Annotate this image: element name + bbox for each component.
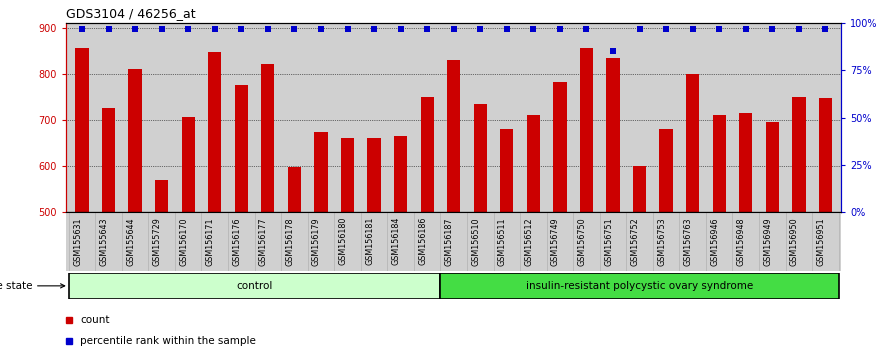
Text: GSM155643: GSM155643 — [100, 217, 108, 266]
Bar — [76, 48, 89, 212]
Text: insulin-resistant polycystic ovary syndrome: insulin-resistant polycystic ovary syndr… — [526, 281, 753, 291]
Text: GSM155631: GSM155631 — [73, 217, 82, 266]
Bar — [394, 136, 407, 212]
Point — [394, 26, 408, 32]
Text: GSM156512: GSM156512 — [524, 217, 533, 266]
Text: GSM156180: GSM156180 — [338, 217, 347, 266]
Bar — [420, 97, 433, 212]
Bar — [288, 167, 301, 212]
Bar — [474, 104, 487, 212]
Bar — [818, 98, 832, 212]
Text: GSM156949: GSM156949 — [763, 217, 773, 266]
Bar — [315, 132, 328, 212]
Text: GSM156749: GSM156749 — [551, 217, 560, 266]
Bar — [208, 52, 221, 212]
Point — [580, 26, 594, 32]
Point — [367, 26, 381, 32]
Bar — [262, 64, 275, 212]
Bar — [739, 113, 752, 212]
Point — [685, 26, 700, 32]
Text: GSM156187: GSM156187 — [445, 217, 454, 266]
Point — [766, 26, 780, 32]
Point — [553, 26, 567, 32]
Text: GSM156181: GSM156181 — [365, 217, 374, 266]
Text: GSM156511: GSM156511 — [498, 217, 507, 266]
Text: disease state: disease state — [0, 281, 64, 291]
Point — [234, 26, 248, 32]
Text: GSM156176: GSM156176 — [233, 217, 241, 266]
Text: GSM156948: GSM156948 — [737, 217, 746, 266]
Bar — [341, 138, 354, 212]
Point — [712, 26, 726, 32]
Text: GSM156171: GSM156171 — [206, 217, 215, 266]
Point — [181, 26, 196, 32]
Bar — [367, 138, 381, 212]
Bar — [766, 122, 779, 212]
Text: GSM156179: GSM156179 — [312, 217, 321, 266]
Text: GSM156177: GSM156177 — [259, 217, 268, 266]
Point — [314, 26, 328, 32]
Text: GSM155729: GSM155729 — [152, 217, 161, 266]
Text: GSM156950: GSM156950 — [790, 217, 799, 266]
Point — [473, 26, 487, 32]
Text: GSM156184: GSM156184 — [392, 217, 401, 266]
Point — [101, 26, 115, 32]
Point — [128, 26, 142, 32]
Text: GSM156752: GSM156752 — [631, 217, 640, 266]
Text: GSM156510: GSM156510 — [471, 217, 480, 266]
Bar — [181, 117, 195, 212]
Text: percentile rank within the sample: percentile rank within the sample — [80, 336, 255, 346]
Bar — [660, 129, 673, 212]
Point — [606, 48, 620, 54]
Point — [739, 26, 753, 32]
Bar — [102, 108, 115, 212]
Bar — [553, 82, 566, 212]
Bar — [686, 74, 700, 212]
Point — [154, 26, 168, 32]
Point — [447, 26, 461, 32]
Point — [526, 26, 540, 32]
Text: GSM156751: GSM156751 — [604, 217, 613, 266]
Point — [420, 26, 434, 32]
Bar — [500, 129, 514, 212]
Text: GSM156753: GSM156753 — [657, 217, 666, 266]
Bar — [606, 58, 619, 212]
Bar — [580, 48, 593, 212]
Text: GSM155644: GSM155644 — [126, 217, 135, 266]
Point — [633, 26, 647, 32]
Text: GSM156170: GSM156170 — [179, 217, 189, 266]
Text: GSM156763: GSM156763 — [684, 217, 692, 266]
Bar — [234, 85, 248, 212]
Bar — [792, 97, 805, 212]
Point — [208, 26, 222, 32]
Point — [340, 26, 354, 32]
Point — [75, 26, 89, 32]
Point — [818, 26, 833, 32]
Text: GSM156186: GSM156186 — [418, 217, 427, 266]
Text: GSM156750: GSM156750 — [577, 217, 587, 266]
Bar — [713, 115, 726, 212]
Text: control: control — [236, 281, 273, 291]
Bar — [69, 273, 440, 299]
Point — [792, 26, 806, 32]
Text: GSM156946: GSM156946 — [710, 217, 719, 266]
Bar — [527, 115, 540, 212]
Text: count: count — [80, 315, 109, 325]
Text: GDS3104 / 46256_at: GDS3104 / 46256_at — [66, 7, 196, 21]
Point — [659, 26, 673, 32]
Bar — [633, 166, 646, 212]
Text: GSM156178: GSM156178 — [285, 217, 294, 266]
Point — [500, 26, 514, 32]
Bar — [155, 180, 168, 212]
Bar — [129, 69, 142, 212]
Point — [287, 26, 301, 32]
Bar — [440, 273, 839, 299]
Bar — [447, 60, 461, 212]
Point — [261, 26, 275, 32]
Text: GSM156951: GSM156951 — [817, 217, 825, 266]
